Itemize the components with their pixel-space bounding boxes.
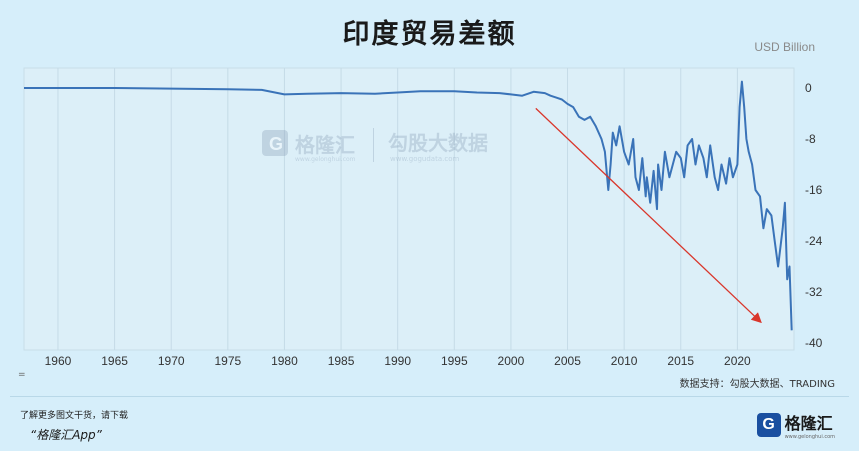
x-tick-label: 1990 [384, 354, 411, 368]
x-tick-label: 1975 [214, 354, 241, 368]
x-tick-label: 1985 [328, 354, 355, 368]
watermark-brand-sub: www.gelonghui.com [295, 156, 356, 163]
svg-text:G: G [269, 134, 283, 154]
watermark: G 格隆汇 www.gelonghui.com 勾股大数据 www.goguda… [262, 128, 488, 163]
download-hint: 了解更多图文干货，请下载 [20, 411, 129, 421]
x-tick-label: 2005 [554, 354, 581, 368]
x-tick-label: 1980 [271, 354, 298, 368]
gridlines [57, 68, 738, 350]
x-tick-label: 1965 [101, 354, 128, 368]
x-tick-label: 2000 [498, 354, 525, 368]
unit-label: USD Billion [754, 40, 815, 54]
chart-canvas: 1960 1965 1970 1975 1980 1985 1990 1995 2000 2005… [23, 67, 823, 368]
watermark-partner: 勾股大数据 [388, 131, 488, 155]
x-tick-label: 1970 [158, 354, 185, 368]
y-tick-label: -40 [805, 336, 823, 350]
watermark-brand: 格隆汇 [295, 133, 355, 157]
y-tick-label: 0 [805, 81, 812, 95]
footer-logo: G 格隆汇 www.gelonghui.com [756, 410, 835, 440]
x-tick-label: 1995 [441, 354, 468, 368]
plot-area [23, 67, 795, 351]
y-tick-label: -24 [805, 234, 823, 248]
watermark-partner-sub: www.gogudata.com [390, 155, 459, 163]
logo-text: 格隆汇 [784, 414, 833, 433]
x-tick-label: 1960 [45, 354, 72, 368]
trend-arrow [535, 107, 762, 324]
x-tick-label: 2010 [611, 354, 638, 368]
x-axis: 1960 1965 1970 1975 1980 1985 1990 1995 2000 2005… [45, 354, 751, 368]
series-group [24, 80, 793, 331]
y-tick-label: -16 [805, 183, 823, 197]
y-axis: 0 -8 -16 -24 -32 -40 [805, 81, 823, 350]
footer-divider [10, 396, 849, 397]
logo-icon: G [756, 413, 781, 437]
x-tick-label: 2020 [724, 354, 751, 368]
x-tick-label: 2015 [667, 354, 694, 368]
corner-mark: = [18, 370, 26, 380]
chart-title: 印度贸易差额 [342, 19, 517, 50]
logo-sub: www.gelonghui.com [784, 434, 835, 440]
y-tick-label: -32 [805, 285, 823, 299]
app-name[interactable]: “格隆汇App” [30, 428, 102, 442]
y-tick-label: -8 [805, 132, 816, 146]
source-note: 数据支持：勾股大数据、TRADING [679, 379, 835, 390]
trade-balance-line [24, 80, 793, 331]
